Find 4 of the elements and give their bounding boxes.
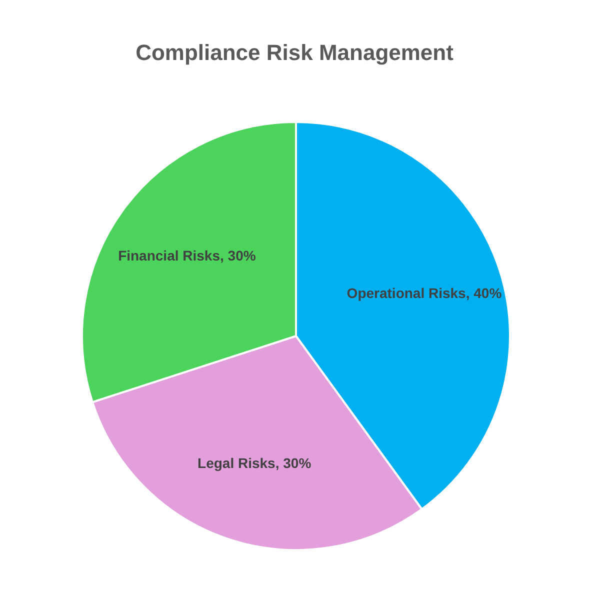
chart-title: Compliance Risk Management: [134, 40, 454, 66]
slice-label: Legal Risks, 30%: [198, 455, 312, 472]
slice-label: Financial Risks, 30%: [118, 248, 256, 264]
slice-label: Operational Risks, 40%: [346, 285, 502, 302]
